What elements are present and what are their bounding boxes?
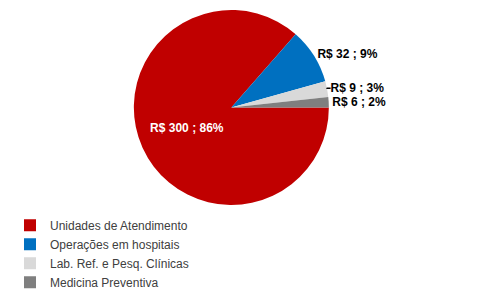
svg-text:R$ 300 ; 86%: R$ 300 ; 86% — [150, 121, 224, 135]
svg-text:R$ 9 ; 3%: R$ 9 ; 3% — [331, 81, 385, 95]
svg-text:R$ 6 ; 2%: R$ 6 ; 2% — [332, 95, 386, 109]
svg-text:R$ 32 ; 9%: R$ 32 ; 9% — [317, 47, 377, 61]
svg-text:Medicina Preventiva: Medicina Preventiva — [50, 276, 158, 290]
svg-text:Unidades de Atendimento: Unidades de Atendimento — [50, 219, 188, 233]
svg-text:Operações em hospitais: Operações em hospitais — [50, 238, 179, 252]
svg-text:Lab. Ref. e Pesq. Clínicas: Lab. Ref. e Pesq. Clínicas — [50, 257, 189, 271]
